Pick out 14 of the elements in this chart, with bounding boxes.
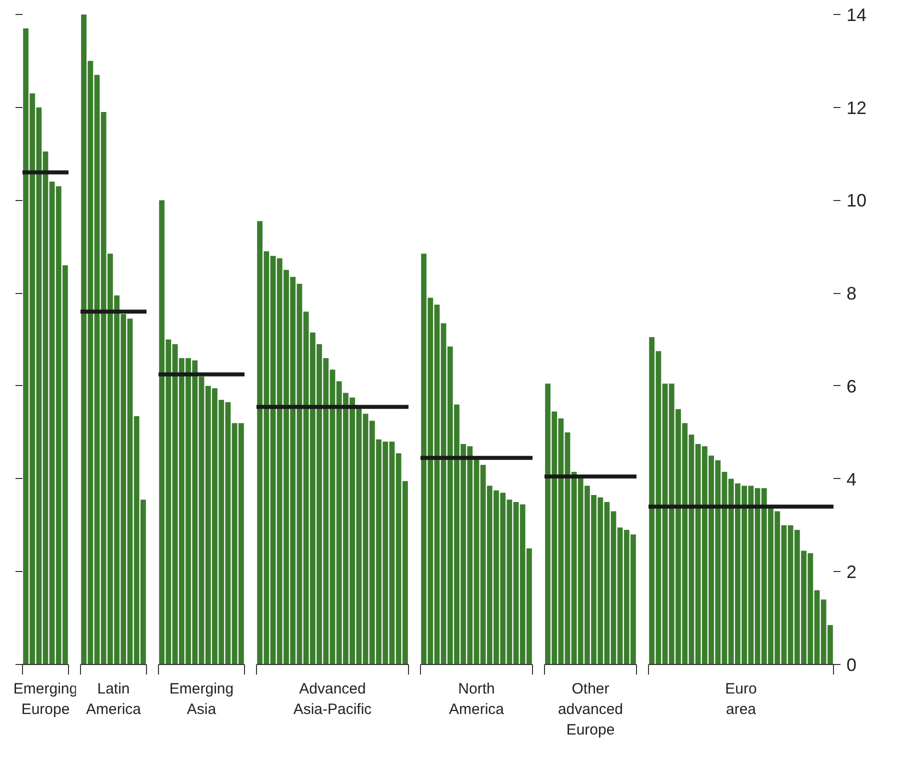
x-axis-title: Advanced Asia-Pacific [293, 680, 372, 718]
y-tick-label: 2 [846, 562, 857, 582]
x-axis-title: Emerging Asia [169, 680, 234, 718]
y-tick-label: 0 [846, 655, 857, 675]
y-tick-label: 4 [846, 469, 857, 490]
x-axis-title: Other advanced Europe [558, 680, 624, 738]
y-tick-label: 10 [846, 190, 867, 211]
y-tick-label: 8 [846, 284, 857, 304]
y-tick-label: 6 [846, 376, 857, 396]
x-axis-title: Euro area [725, 680, 757, 718]
y-tick-label: 12 [846, 98, 867, 118]
x-axis-title: North America [448, 680, 505, 718]
y-tick-label: 14 [846, 5, 867, 25]
x-axis-title: Latin America [86, 680, 142, 718]
